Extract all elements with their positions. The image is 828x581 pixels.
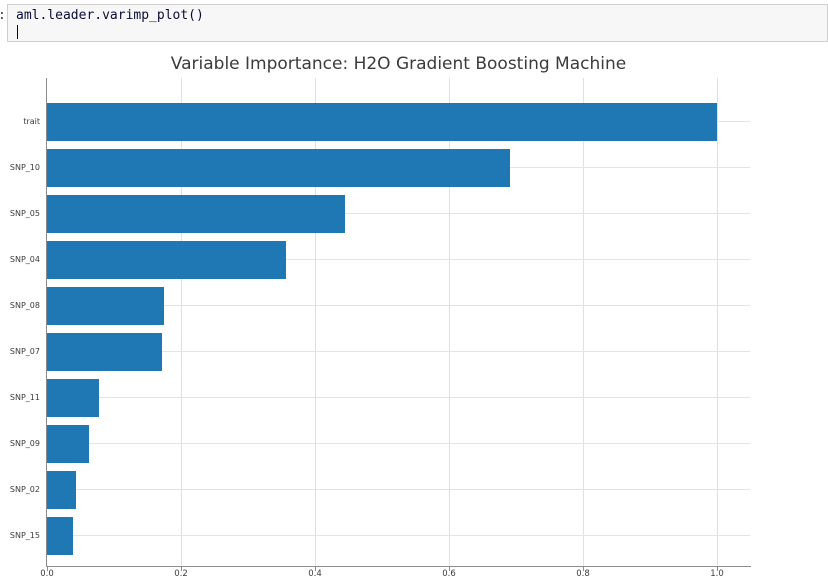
x-tick-label: 0.4 — [308, 569, 322, 579]
text-cursor — [17, 25, 18, 39]
bar — [47, 194, 346, 233]
bar — [47, 332, 163, 371]
h-gridline — [47, 443, 750, 445]
v-gridline — [582, 78, 584, 566]
h-gridline — [47, 351, 750, 353]
y-tick-label: SNP_07 — [9, 346, 40, 356]
x-tick-label: 0.0 — [40, 569, 54, 579]
x-tick-mark — [181, 567, 182, 571]
y-tick-label: SNP_08 — [9, 300, 40, 310]
chart-title: Variable Importance: H2O Gradient Boosti… — [170, 54, 627, 74]
bar — [47, 240, 286, 279]
x-tick-label: 0.6 — [442, 569, 456, 579]
bar — [47, 424, 90, 463]
bar — [47, 148, 510, 187]
x-tick-mark — [449, 567, 450, 571]
y-tick-label: SNP_09 — [9, 438, 40, 448]
y-tick-label: SNP_04 — [9, 254, 40, 264]
v-gridline — [716, 78, 718, 566]
x-tick-mark — [717, 567, 718, 571]
x-tick-label: 0.2 — [174, 569, 188, 579]
bar — [47, 378, 100, 417]
x-tick-mark — [315, 567, 316, 571]
input-prompt-colon: : — [0, 8, 6, 23]
x-tick-mark — [47, 567, 48, 571]
y-tick-label: SNP_05 — [9, 208, 40, 218]
v-gridline — [448, 78, 450, 566]
y-tick-label: SNP_11 — [9, 392, 40, 402]
h-gridline — [47, 535, 750, 537]
y-tick-label: trait — [23, 116, 40, 126]
v-gridline — [180, 78, 182, 566]
h-gridline — [47, 489, 750, 491]
bar — [47, 516, 74, 555]
code-cell-input[interactable]: aml.leader.varimp_plot() — [7, 4, 828, 42]
x-tick-label: 1.0 — [710, 569, 724, 579]
bar — [47, 470, 77, 509]
x-tick-mark — [583, 567, 584, 571]
y-tick-label: SNP_10 — [9, 162, 40, 172]
bar — [47, 286, 164, 325]
h-gridline — [47, 305, 750, 307]
v-gridline — [314, 78, 316, 566]
code-text: aml.leader.varimp_plot() — [16, 8, 204, 23]
y-tick-label: SNP_15 — [9, 530, 40, 540]
x-tick-label: 0.8 — [576, 569, 590, 579]
x-axis-line — [46, 566, 751, 567]
y-axis-line — [46, 78, 47, 567]
bar — [47, 102, 717, 141]
plot-area — [47, 78, 750, 566]
h-gridline — [47, 397, 750, 399]
h-gridline — [47, 259, 750, 261]
h-gridline — [47, 213, 750, 215]
y-tick-label: SNP_02 — [9, 484, 40, 494]
